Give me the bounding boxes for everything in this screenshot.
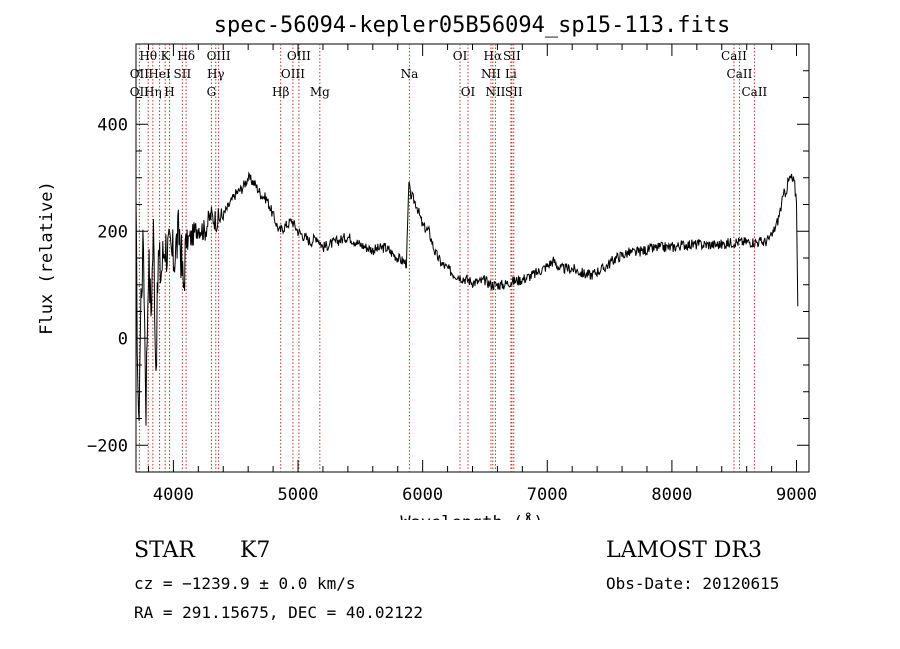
marker-label-6: SII — [174, 67, 192, 81]
ra-dec-readout: RA = 291.15675, DEC = 40.02122 — [134, 603, 423, 622]
marker-label-19: Hα — [484, 49, 503, 63]
marker-label-13: OIII — [281, 67, 305, 81]
chart-title: spec-56094-kepler05B56094_sp15-113.fits — [214, 13, 731, 38]
x-axis-label: Wavelength (Å) — [400, 511, 543, 520]
y-tick-label-2: 200 — [97, 222, 128, 242]
x-tick-label-4: 8000 — [651, 485, 692, 505]
marker-label-22: Li — [505, 67, 517, 81]
object-subclass: K7 — [240, 538, 271, 563]
x-tick-label-0: 4000 — [153, 485, 194, 505]
x-tick-label-3: 7000 — [527, 485, 568, 505]
marker-label-17: OI — [453, 49, 468, 63]
marker-label-26: CaII — [727, 67, 753, 81]
marker-label-8: Hδ — [177, 49, 195, 63]
object-class: STAR — [134, 538, 195, 563]
marker-label-5: HeI — [148, 67, 171, 81]
marker-label-2: OII — [130, 85, 150, 99]
marker-label-14: Hβ — [272, 85, 289, 99]
marker-label-25: CaII — [721, 49, 747, 63]
marker-label-12: OIII — [287, 49, 311, 63]
marker-label-3: Hη — [144, 85, 162, 99]
marker-label-18: OI — [461, 85, 476, 99]
y-tick-label-1: 0 — [118, 329, 128, 349]
marker-label-7: H — [164, 85, 174, 99]
survey-label: LAMOST DR3 — [606, 538, 762, 563]
x-tick-label-5: 9000 — [776, 485, 817, 505]
marker-label-9: OIII — [207, 49, 231, 63]
redshift-readout: cz = −1239.9 ± 0.0 km/s — [134, 574, 356, 593]
axis-ticks: 4000 5000 6000 7000 8000 9000 −200 0 200 400 — [87, 44, 817, 505]
marker-label-21: NII — [481, 67, 501, 81]
x-tick-label-2: 6000 — [402, 485, 443, 505]
marker-label-10: Hγ — [207, 67, 225, 81]
marker-label-1: OII — [130, 67, 150, 81]
marker-label-0: Hθ — [139, 49, 157, 63]
marker-label-11: G — [207, 85, 217, 99]
marker-label-23: NII — [485, 85, 505, 99]
marker-label-16: Na — [401, 67, 419, 81]
plot-frame — [135, 43, 810, 473]
marker-label-27: CaII — [741, 85, 767, 99]
marker-label-4: K — [161, 49, 171, 63]
marker-label-20: SII — [503, 49, 521, 63]
obs-date: Obs-Date: 20120615 — [606, 574, 780, 593]
y-tick-label-3: 400 — [97, 115, 128, 135]
marker-label-24: SII — [505, 85, 523, 99]
y-tick-label-0: −200 — [87, 436, 128, 456]
flux-series-line — [135, 171, 799, 426]
spectrum-chart: spec-56094-kepler05B56094_sp15-113.fits … — [37, 13, 817, 520]
x-tick-label-1: 5000 — [278, 485, 319, 505]
y-axis-label: Flux (relative) — [37, 181, 57, 335]
marker-label-15: Mg — [310, 85, 330, 99]
